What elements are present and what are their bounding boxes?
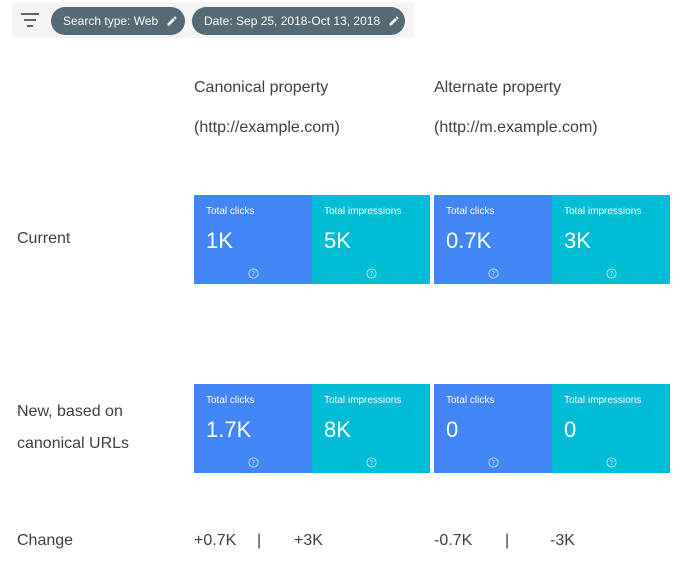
svg-text:?: ? <box>492 459 496 467</box>
row-label-current: Current <box>17 230 71 247</box>
change-alternate-impressions: -3K <box>550 532 575 549</box>
help-circle-icon[interactable]: ? <box>366 457 377 468</box>
change-canonical-clicks: +0.7K <box>194 532 237 549</box>
filter-bar: Search type: Web Date: Sep 25, 2018-Oct … <box>12 2 414 38</box>
help-circle-icon[interactable]: ? <box>248 268 259 279</box>
metric-name: Total impressions <box>564 206 642 217</box>
date-range-chip[interactable]: Date: Sep 25, 2018-Oct 13, 2018 <box>192 7 405 35</box>
metric-value: 1.7K <box>206 417 252 442</box>
change-alternate-clicks: -0.7K <box>434 532 473 549</box>
metric-name: Total impressions <box>324 206 402 217</box>
search-type-chip[interactable]: Search type: Web <box>51 7 185 35</box>
current-canonical-clicks-tile[interactable]: Total clicks 1K ? <box>194 195 312 284</box>
svg-text:?: ? <box>610 270 614 278</box>
metric-value: 0.7K <box>446 228 492 253</box>
metric-name: Total impressions <box>324 395 402 406</box>
canonical-property-title: Canonical property <box>194 79 329 96</box>
row-label-change: Change <box>17 532 74 549</box>
change-separator: | <box>257 532 262 549</box>
help-circle-icon[interactable]: ? <box>488 268 499 279</box>
canonical-property-url: (http://example.com) <box>194 119 340 136</box>
new-alternate-impressions-tile[interactable]: Total impressions 0 ? <box>552 384 670 473</box>
alternate-property-url: (http://m.example.com) <box>434 119 598 136</box>
date-range-label: Date: Sep 25, 2018-Oct 13, 2018 <box>204 14 381 28</box>
current-alternate-clicks-tile[interactable]: Total clicks 0.7K ? <box>434 195 552 284</box>
help-circle-icon[interactable]: ? <box>606 268 617 279</box>
metric-value: 3K <box>564 228 591 253</box>
help-circle-icon[interactable]: ? <box>606 457 617 468</box>
svg-text:?: ? <box>252 270 256 278</box>
current-alternate-impressions-tile[interactable]: Total impressions 3K ? <box>552 195 670 284</box>
search-type-label: Search type: Web <box>63 14 159 28</box>
svg-text:?: ? <box>370 270 374 278</box>
metric-name: Total clicks <box>206 206 255 217</box>
metric-name: Total clicks <box>446 395 495 406</box>
metric-value: 8K <box>324 417 351 442</box>
row-label-new-line1: New, based on <box>17 403 123 420</box>
svg-text:?: ? <box>492 270 496 278</box>
metric-name: Total clicks <box>446 206 495 217</box>
new-alternate-clicks-tile[interactable]: Total clicks 0 ? <box>434 384 552 473</box>
new-canonical-impressions-tile[interactable]: Total impressions 8K ? <box>312 384 430 473</box>
metric-name: Total clicks <box>206 395 255 406</box>
svg-text:?: ? <box>370 459 374 467</box>
metric-value: 5K <box>324 228 351 253</box>
svg-text:?: ? <box>252 459 256 467</box>
metric-value: 1K <box>206 228 233 253</box>
pencil-icon <box>167 16 177 26</box>
svg-text:?: ? <box>610 459 614 467</box>
pencil-icon <box>389 16 399 26</box>
help-circle-icon[interactable]: ? <box>248 457 259 468</box>
change-separator: | <box>505 532 510 549</box>
metric-value: 0 <box>564 417 577 442</box>
change-canonical-impressions: +3K <box>294 532 323 549</box>
help-circle-icon[interactable]: ? <box>488 457 499 468</box>
alternate-property-title: Alternate property <box>434 79 562 96</box>
row-label-new-line2: canonical URLs <box>17 435 130 452</box>
metric-name: Total impressions <box>564 395 642 406</box>
help-circle-icon[interactable]: ? <box>366 268 377 279</box>
filter-list-icon[interactable] <box>21 13 39 27</box>
new-canonical-clicks-tile[interactable]: Total clicks 1.7K ? <box>194 384 312 473</box>
metric-value: 0 <box>446 417 459 442</box>
current-canonical-impressions-tile[interactable]: Total impressions 5K ? <box>312 195 430 284</box>
